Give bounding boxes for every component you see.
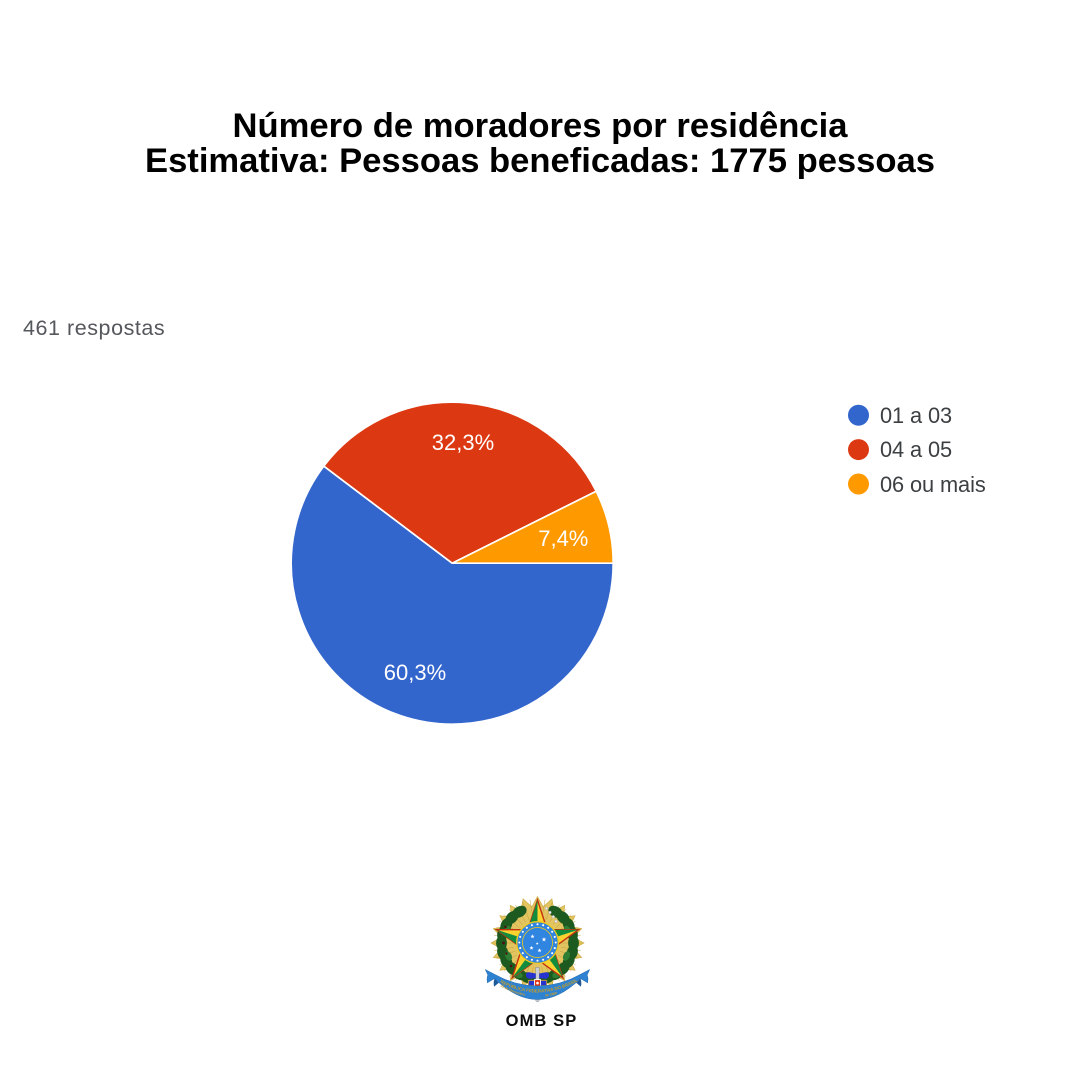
svg-text:7,4%: 7,4% bbox=[538, 526, 588, 551]
svg-text:32,3%: 32,3% bbox=[432, 430, 494, 455]
svg-text:60,3%: 60,3% bbox=[384, 660, 446, 685]
